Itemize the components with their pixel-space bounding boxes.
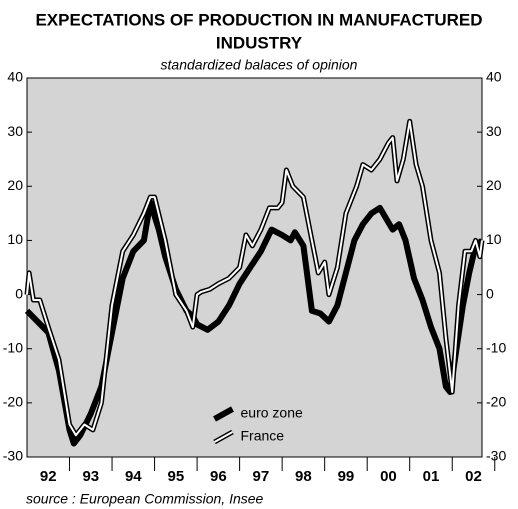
- chart-title: INDUSTRY: [216, 33, 303, 52]
- x-tick-label: 95: [167, 468, 184, 485]
- x-tick-label: 00: [380, 468, 397, 485]
- y2-tick-label: 40: [486, 69, 502, 85]
- x-tick-label: 01: [423, 468, 440, 485]
- series-line: [26, 120, 483, 437]
- y-tick-label: 20: [7, 177, 23, 193]
- series-line: [24, 199, 484, 447]
- x-tick-label: 98: [295, 468, 312, 485]
- x-tick-label: 96: [210, 468, 227, 485]
- y-tick-label: -20: [3, 394, 23, 410]
- y2-tick-label: 30: [486, 123, 502, 139]
- legend-swatch: [213, 406, 234, 422]
- y2-tick-label: -30: [486, 448, 506, 464]
- y2-tick-label: 10: [486, 231, 502, 247]
- x-tick-label: 94: [125, 468, 142, 485]
- y2-tick-label: -20: [486, 394, 506, 410]
- chart-title: EXPECTATIONS OF PRODUCTION IN MANUFACTUR…: [35, 10, 482, 29]
- x-tick-label: 99: [338, 468, 355, 485]
- source-note: source : European Commission, Insee: [26, 491, 264, 507]
- legend-swatch: [214, 431, 233, 443]
- y-tick-label: -10: [3, 339, 23, 355]
- y-tick-label: -30: [3, 448, 23, 464]
- x-tick-label: 02: [465, 468, 482, 485]
- y-tick-label: 10: [7, 231, 23, 247]
- y-tick-label: 40: [7, 69, 23, 85]
- y-tick-label: 0: [15, 285, 23, 301]
- legend-label: euro zone: [241, 405, 303, 421]
- x-tick-label: 92: [40, 468, 57, 485]
- chart-subtitle: standardized balaces of opinion: [161, 57, 358, 73]
- x-tick-label: 93: [82, 468, 99, 485]
- y-tick-label: 30: [7, 123, 23, 139]
- x-tick-label: 97: [253, 468, 270, 485]
- legend-label: France: [241, 428, 285, 444]
- y2-tick-label: -10: [486, 339, 506, 355]
- y2-tick-label: 20: [486, 177, 502, 193]
- y2-tick-label: 0: [486, 285, 494, 301]
